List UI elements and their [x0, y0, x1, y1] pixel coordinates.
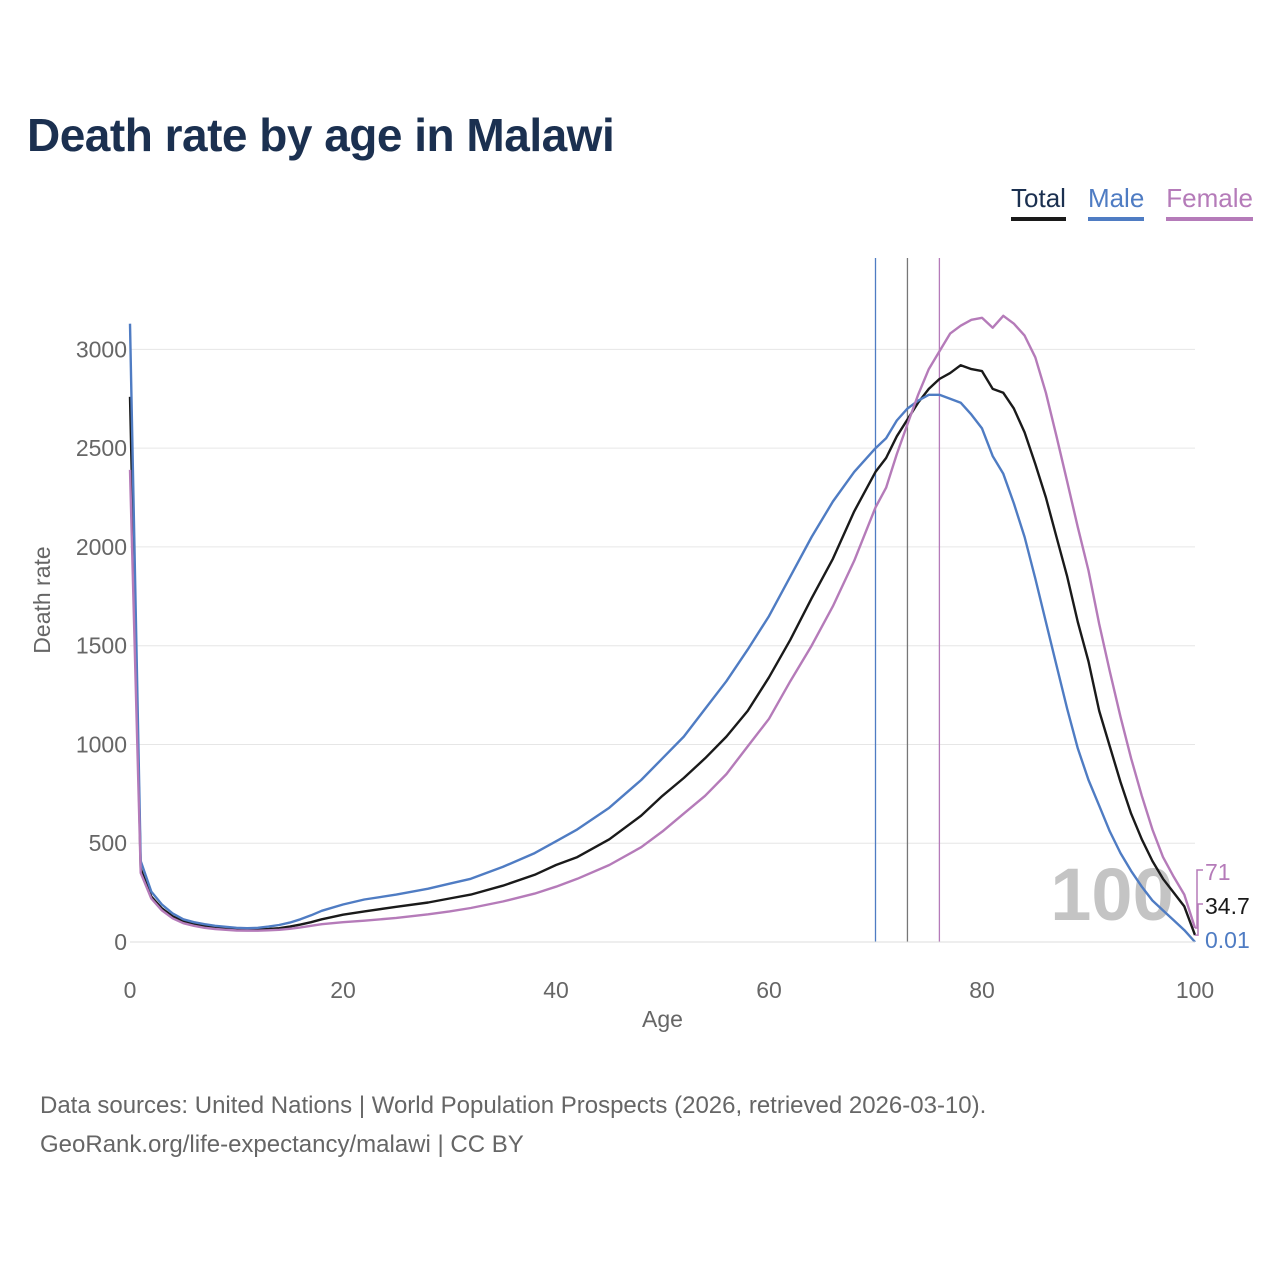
- y-axis-label: Death rate: [29, 546, 55, 653]
- chart-title: Death rate by age in Malawi: [27, 109, 615, 161]
- legend: Total Male Female: [1011, 184, 1253, 221]
- end-labels: 71 34.7 0.01: [1195, 859, 1250, 953]
- line-chart: 100 0 500 1000 1500 2000 2500 3000 0 20 40 60 80 100…: [29, 258, 1250, 1032]
- watermark-text: 100: [1050, 853, 1173, 936]
- x-tick-label-40: 40: [543, 977, 569, 1003]
- y-tick-label-3000: 3000: [76, 336, 127, 362]
- end-label-male: 0.01: [1205, 927, 1250, 953]
- series-line-male: [128, 323, 1196, 943]
- legend-item-male[interactable]: Male: [1087, 183, 1145, 221]
- y-tick-label-0: 0: [114, 929, 127, 955]
- series-line-female: [128, 314, 1197, 932]
- source-note: Data sources: United Nations | World Pop…: [40, 1092, 987, 1119]
- source-link[interactable]: GeoRank.org/life-expectancy/malawi | CC …: [40, 1131, 524, 1158]
- x-tick-label-20: 20: [330, 977, 356, 1003]
- series-line-total: [128, 364, 1197, 936]
- y-tick-label-500: 500: [89, 830, 127, 856]
- legend-item-total[interactable]: Total: [1011, 184, 1066, 221]
- axes: 0 500 1000 1500 2000 2500 3000 0 20 40 60 80 100 Age D…: [29, 336, 1214, 1032]
- end-label-female: 71: [1205, 859, 1231, 885]
- y-tick-label-2000: 2000: [76, 534, 127, 560]
- legend-label-female: Female: [1166, 183, 1253, 213]
- y-tick-label-2500: 2500: [76, 435, 127, 461]
- x-axis-label: Age: [642, 1006, 683, 1032]
- legend-label-total: Total: [1011, 183, 1066, 213]
- end-label-bracket: [1195, 869, 1203, 936]
- x-tick-label-80: 80: [969, 977, 995, 1003]
- end-label-total: 34.7: [1205, 893, 1250, 919]
- y-tick-label-1000: 1000: [76, 731, 127, 757]
- legend-label-male: Male: [1087, 183, 1145, 213]
- x-tick-label-60: 60: [756, 977, 782, 1003]
- footer: Data sources: United Nations | World Pop…: [40, 1086, 986, 1164]
- series-lines: [128, 314, 1197, 943]
- x-tick-label-100: 100: [1176, 977, 1214, 1003]
- y-tick-label-1500: 1500: [76, 633, 127, 659]
- vertical-markers: [874, 258, 941, 942]
- x-tick-label-0: 0: [124, 977, 137, 1003]
- legend-item-female[interactable]: Female: [1166, 184, 1253, 221]
- grid-lines: [130, 348, 1195, 844]
